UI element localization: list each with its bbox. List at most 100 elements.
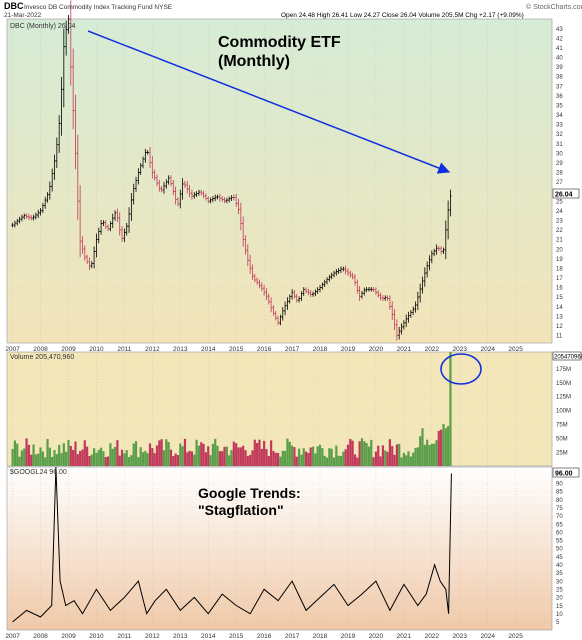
volume-y-tick-label: 150M: [556, 381, 571, 387]
volume-bar: [304, 451, 308, 466]
volume-bar: [193, 454, 196, 466]
volume-bar: [300, 454, 303, 466]
volume-bar: [316, 446, 319, 466]
volume-bar: [360, 438, 364, 466]
price-x-tick-label: 2013: [173, 346, 188, 353]
volume-series: [11, 352, 452, 466]
volume-last-value: 205470960: [554, 355, 582, 361]
trends-y-tick-label: 45: [556, 555, 563, 561]
volume-bar: [81, 449, 84, 466]
volume-bar: [365, 443, 368, 466]
volume-last-tag: [552, 351, 582, 361]
trends-y-tick-label: 50: [556, 547, 563, 553]
price-y-tick-label: 22: [556, 228, 563, 234]
volume-bar: [53, 450, 56, 466]
volume-bar: [314, 453, 317, 466]
volume-bar: [188, 450, 191, 466]
volume-bar: [384, 450, 387, 466]
volume-bar: [244, 450, 247, 466]
volume-bar: [395, 444, 398, 466]
axis-labels: 2007200720082008200920092010201020112011…: [5, 27, 571, 640]
volume-bar: [69, 445, 72, 466]
volume-bar: [258, 439, 261, 466]
volume-bar: [433, 443, 436, 466]
price-y-tick-label: 36: [556, 94, 563, 100]
price-x-tick-label: 2007: [5, 346, 20, 353]
volume-bar: [95, 452, 98, 466]
price-panel: [6, 18, 553, 344]
volume-bar: [155, 445, 159, 466]
volume-bar: [344, 449, 347, 466]
trends-x-tick-label: 2016: [257, 633, 272, 640]
volume-bar: [346, 444, 350, 466]
volume-bar: [437, 430, 440, 466]
volume-bar: [209, 455, 212, 466]
volume-bar: [286, 438, 289, 466]
volume-bar: [165, 439, 168, 466]
symbol-label: DBC: [4, 1, 24, 11]
volume-bar: [90, 454, 93, 466]
trends-x-tick-label: 2020: [369, 633, 384, 640]
volume-bar: [335, 445, 338, 466]
volume-bar: [409, 456, 412, 466]
trends-x-tick-label: 2007: [5, 633, 20, 640]
volume-bar: [97, 449, 100, 466]
volume-bar: [146, 453, 149, 466]
trends-y-tick-label: 55: [556, 539, 563, 545]
price-x-tick-label: 2014: [201, 346, 216, 353]
volume-bar: [172, 455, 175, 466]
volume-bar: [272, 450, 275, 466]
price-x-tick-label: 2019: [341, 346, 356, 353]
volume-bar: [37, 453, 40, 466]
volume-bar: [430, 443, 433, 466]
volume-bar: [125, 450, 128, 466]
volume-bar: [62, 443, 65, 466]
volume-bar: [363, 441, 366, 466]
volume-bar: [113, 446, 117, 466]
volume-bar: [246, 455, 249, 466]
volume-bar: [367, 446, 371, 466]
volume-bar: [302, 448, 305, 466]
volume-bar: [181, 446, 184, 466]
price-y-tick-label: 31: [556, 142, 563, 148]
volume-bar: [274, 452, 277, 466]
volume-bar: [391, 446, 394, 466]
volume-bar: [174, 453, 177, 466]
fund-name: Invesco DB Commodity Index Tracking Fund…: [24, 4, 173, 11]
volume-bar: [414, 447, 417, 466]
price-y-tick-label: 43: [556, 27, 563, 33]
price-x-tick-label: 2008: [33, 346, 48, 353]
volume-bar: [11, 449, 14, 466]
price-x-tick-label: 2022: [425, 346, 440, 353]
volume-bar: [123, 453, 126, 466]
trends-y-tick-label: 80: [556, 498, 563, 504]
volume-bar: [328, 448, 331, 466]
trends-x-tick-label: 2018: [313, 633, 328, 640]
volume-bar: [281, 450, 284, 466]
volume-bar: [48, 447, 51, 466]
volume-bar: [120, 449, 124, 466]
volume-bar: [79, 450, 82, 466]
volume-bar: [249, 454, 252, 466]
volume-bar: [169, 449, 173, 466]
trends-x-tick-label: 2010: [89, 633, 104, 640]
volume-bar: [270, 440, 273, 466]
volume-bar: [88, 456, 91, 466]
price-y-tick-label: 25: [556, 199, 563, 205]
volume-bar: [388, 439, 391, 466]
volume-bar: [228, 455, 231, 466]
volume-bar: [218, 451, 221, 466]
price-y-tick-label: 11: [556, 334, 563, 340]
volume-bar: [20, 450, 24, 466]
volume-bar: [214, 438, 217, 466]
trends-x-tick-label: 2011: [117, 633, 131, 640]
volume-bar: [74, 441, 77, 466]
volume-bar: [99, 447, 103, 466]
volume-bar: [211, 443, 214, 466]
price-y-tick-label: 40: [556, 56, 563, 62]
volume-highlight-circle: [440, 353, 482, 385]
price-x-tick-label: 2020: [369, 346, 384, 353]
volume-bar: [297, 448, 301, 466]
price-x-tick-label: 2015: [229, 346, 244, 353]
volume-bar: [426, 439, 429, 466]
